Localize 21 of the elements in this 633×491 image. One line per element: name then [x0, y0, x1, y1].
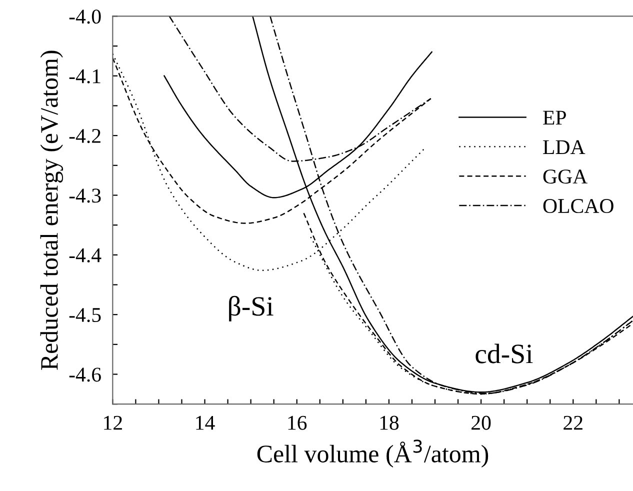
x-tick-label: 18: [380, 416, 399, 430]
annotation: β-Si: [229, 296, 274, 322]
y-tick-label: -4.2: [69, 128, 100, 144]
x-tick-label: 22: [564, 416, 582, 430]
x-tick-label: 14: [196, 416, 215, 430]
legend-label: GGA: [543, 170, 588, 184]
legend-label: LDA: [543, 140, 586, 154]
x-tick-label: 16: [288, 416, 307, 430]
x-axis-title: Cell volume (Å$^{3}$/atom): [257, 440, 488, 468]
y-tick-label: -4.6: [69, 368, 101, 382]
y-tick-label: -4.3: [69, 188, 101, 203]
y-tick-label: -4.1: [69, 69, 100, 84]
annotation: cd-Si: [476, 344, 533, 364]
x-tick-label: 12: [104, 416, 122, 430]
legend-label: EP: [543, 110, 566, 125]
y-tick-label: -4.5: [69, 308, 101, 322]
y-axis-title: Reduced total energy (eV/atom): [40, 50, 64, 370]
y-tick-label: -4.4: [69, 248, 102, 262]
y-tick-label: -4.0: [69, 10, 101, 24]
legend-label: OLCAO: [543, 199, 614, 214]
x-tick-label: 20: [472, 416, 491, 430]
